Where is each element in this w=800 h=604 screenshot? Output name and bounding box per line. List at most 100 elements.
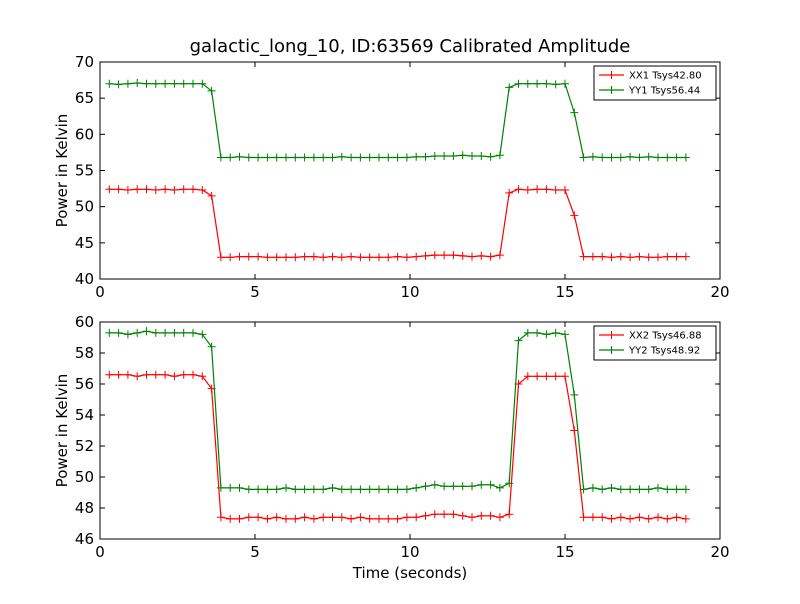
y-tick-label: 55	[75, 162, 94, 180]
data-point	[486, 152, 495, 161]
data-point	[402, 153, 411, 162]
data-point	[254, 153, 263, 162]
data-point	[198, 330, 207, 339]
data-point	[588, 483, 597, 492]
data-point	[626, 152, 635, 161]
data-point	[412, 152, 421, 161]
series-markers	[105, 78, 690, 162]
legend: XX2 Tsys46.88 YY2 Tsys48.92	[593, 325, 717, 361]
data-point	[375, 514, 383, 523]
x-tick-label: 10	[400, 543, 419, 561]
legend-label: XX2 Tsys46.88	[629, 331, 702, 342]
data-point	[291, 514, 300, 523]
data-point	[337, 152, 346, 161]
data-point	[384, 485, 393, 494]
x-tick-label: 15	[555, 283, 574, 301]
data-point	[365, 153, 374, 162]
data-point	[189, 328, 197, 337]
data-point	[440, 251, 449, 260]
data-point	[151, 186, 160, 195]
data-point	[123, 330, 132, 339]
data-point	[393, 252, 402, 261]
data-point	[477, 480, 486, 489]
data-point	[654, 483, 662, 492]
data-point	[105, 185, 114, 194]
data-point	[133, 78, 142, 87]
data-point	[151, 370, 160, 379]
data-point	[616, 252, 625, 261]
data-point	[402, 485, 411, 494]
x-axis-label: Time (seconds)	[352, 564, 468, 582]
data-point	[300, 153, 309, 162]
y-axis-label: Power in Kelvin	[53, 114, 71, 228]
data-point	[226, 253, 235, 262]
data-point	[216, 253, 225, 262]
data-point	[523, 328, 532, 337]
legend-swatch-marker	[607, 71, 616, 79]
y-tick-label: 60	[75, 313, 94, 331]
x-tick-label: 20	[710, 543, 729, 561]
data-point	[514, 336, 523, 345]
data-point	[226, 514, 235, 523]
legend-box	[593, 325, 717, 361]
data-point	[430, 152, 439, 161]
data-point	[347, 252, 356, 261]
data-point	[142, 79, 151, 88]
data-point	[161, 328, 170, 337]
data-point	[282, 253, 290, 262]
data-point	[635, 485, 644, 494]
data-point	[263, 514, 272, 523]
data-point	[189, 370, 197, 379]
data-point	[542, 185, 551, 194]
data-point	[365, 253, 374, 262]
data-point	[468, 152, 476, 161]
data-point	[542, 330, 551, 339]
data-point	[309, 153, 318, 162]
data-point	[356, 513, 365, 522]
data-point	[654, 513, 662, 522]
data-point	[598, 513, 607, 522]
data-point	[635, 513, 644, 522]
data-point	[170, 79, 179, 88]
data-point	[672, 513, 681, 522]
data-point	[458, 251, 467, 260]
data-point	[579, 153, 588, 162]
data-point	[644, 514, 653, 523]
legend-swatch-marker	[607, 86, 616, 94]
data-point	[468, 513, 476, 522]
data-point	[263, 153, 272, 162]
data-point	[644, 152, 653, 161]
data-point	[495, 483, 504, 492]
data-point	[198, 372, 207, 381]
data-point	[300, 513, 309, 522]
data-point	[477, 251, 486, 260]
data-point	[170, 372, 179, 381]
data-point	[421, 152, 430, 161]
data-point	[216, 513, 225, 522]
data-point	[672, 153, 681, 162]
data-point	[291, 485, 300, 494]
data-point	[282, 483, 290, 492]
y-tick-label: 58	[75, 344, 94, 362]
data-point	[319, 513, 328, 522]
data-point	[663, 153, 672, 162]
series-markers	[105, 185, 690, 262]
data-point	[365, 485, 374, 494]
legend-swatch-marker	[607, 331, 616, 339]
data-point	[254, 485, 263, 494]
data-point	[449, 482, 458, 491]
data-point	[114, 185, 123, 194]
data-point	[328, 252, 337, 261]
data-point	[570, 211, 579, 220]
data-point	[421, 482, 430, 491]
data-point	[458, 151, 467, 160]
data-point	[523, 372, 532, 381]
x-tick-label: 20	[710, 283, 729, 301]
data-point	[449, 152, 458, 161]
data-point	[170, 186, 179, 195]
data-point	[161, 185, 170, 194]
data-point	[579, 485, 588, 494]
x-tick-label: 5	[250, 283, 260, 301]
data-point	[626, 485, 635, 494]
